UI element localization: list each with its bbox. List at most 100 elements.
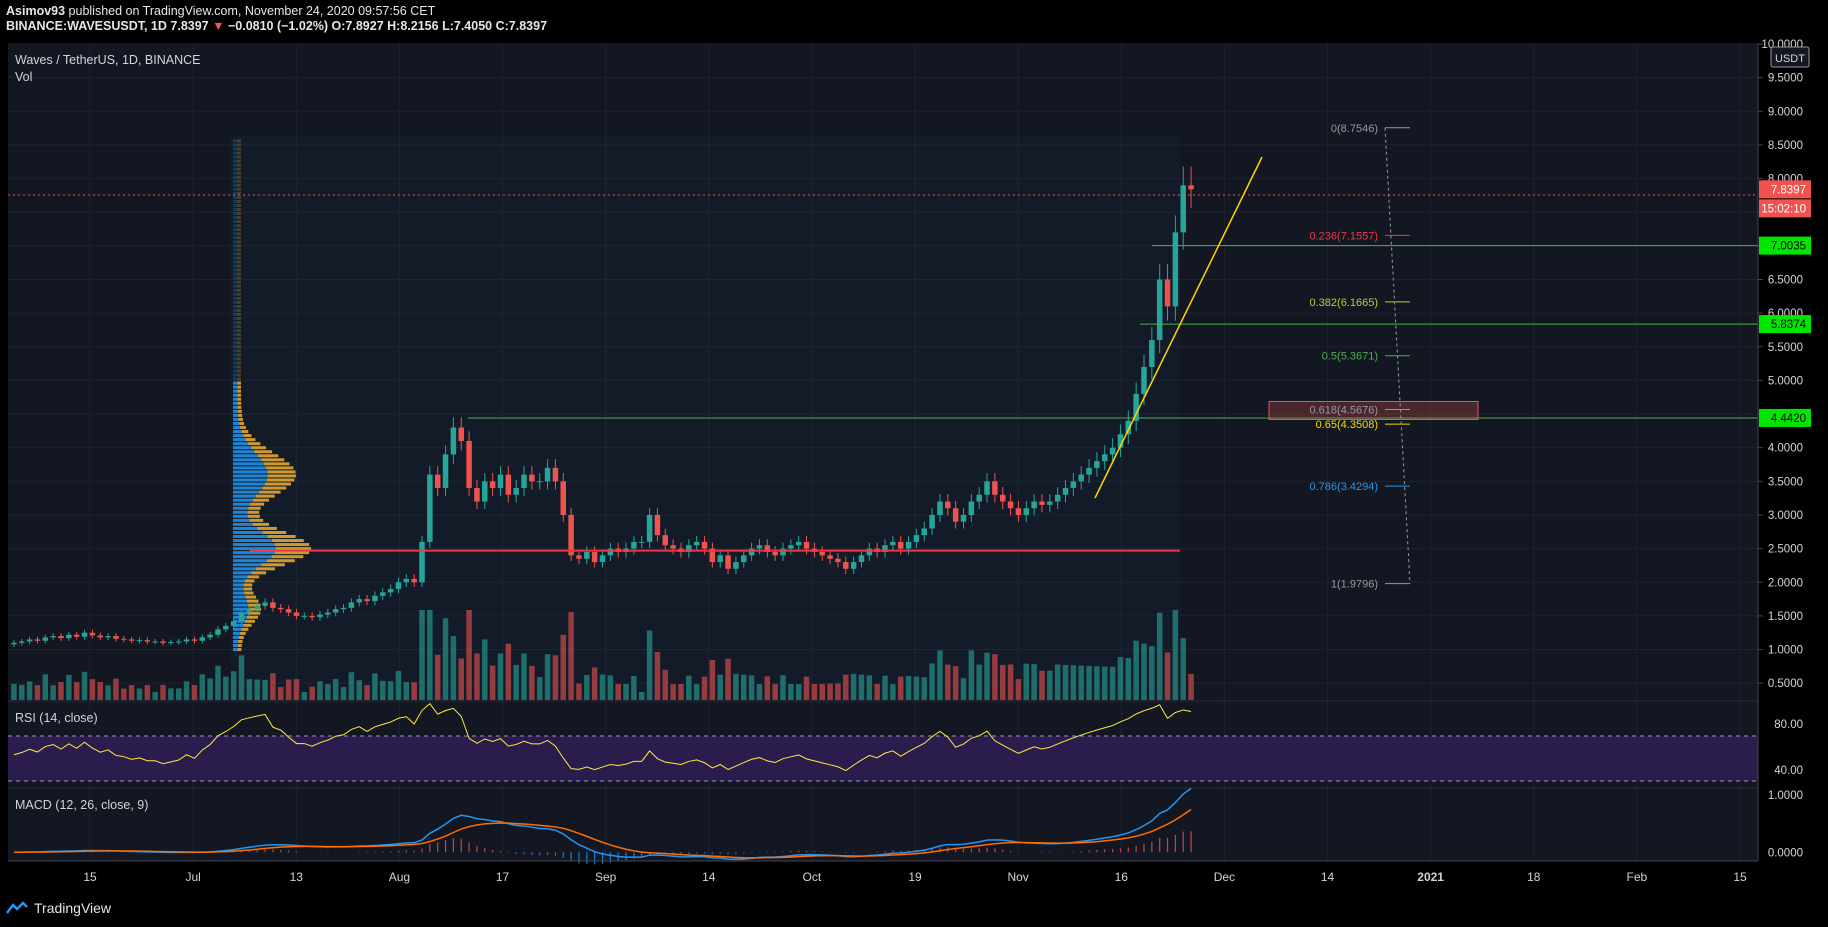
candle-body bbox=[26, 639, 33, 642]
volume-profile-row bbox=[245, 595, 256, 599]
volume-bar bbox=[113, 678, 119, 700]
candlestick-series bbox=[11, 166, 1194, 647]
volume-profile-row bbox=[243, 434, 252, 438]
volume-bar bbox=[843, 674, 849, 700]
volume-bar bbox=[827, 683, 833, 700]
volume-bar bbox=[882, 675, 888, 700]
time-scale[interactable]: 15 Jul 13 Aug 17 Sep 14 Oct 19 Nov 16 Dec 14 2021 18 Fe… bbox=[83, 870, 1747, 884]
volume-profile-row bbox=[267, 470, 296, 474]
macd-hist-bar bbox=[280, 849, 282, 853]
candle-body bbox=[270, 602, 276, 608]
volume-profile-row bbox=[233, 551, 275, 555]
macd-tick-label: 1.0000 bbox=[1768, 790, 1803, 802]
candle-body bbox=[992, 481, 998, 495]
volume-profile-row bbox=[237, 308, 241, 312]
candle-body bbox=[662, 535, 669, 546]
candle-body bbox=[835, 558, 841, 563]
volume-profile-row bbox=[233, 321, 238, 325]
volume-bar bbox=[1078, 665, 1084, 700]
macd-hist-bar bbox=[994, 848, 996, 853]
volume-profile-row bbox=[233, 236, 238, 240]
volume-profile-row bbox=[233, 450, 255, 454]
publish-line: Asimov93 published on TradingView.com, N… bbox=[6, 4, 435, 18]
candle-body bbox=[199, 637, 206, 641]
candle-body bbox=[348, 602, 355, 608]
fibonacci-retracement[interactable]: 0(8.7546) 0.236(7.1557) 0.382(6.1665) 0.5(5… bbox=[1268, 123, 1479, 591]
macd-scale[interactable]: 1.0000 0.0000 bbox=[1768, 790, 1803, 859]
volume-profile-row bbox=[267, 535, 296, 539]
macd-hist-bar bbox=[727, 852, 729, 855]
candle-body bbox=[19, 641, 25, 643]
volume-profile-row bbox=[233, 502, 251, 506]
macd-hist-bar bbox=[798, 850, 800, 853]
candle-body bbox=[301, 615, 308, 617]
candle-body bbox=[387, 588, 394, 593]
candle-body bbox=[81, 632, 88, 637]
horizontal-levels[interactable] bbox=[250, 245, 1758, 552]
volume-profile-row bbox=[237, 357, 242, 361]
volume-profile-row bbox=[233, 591, 245, 595]
rsi-scale[interactable]: 80.00 40.00 bbox=[1774, 719, 1803, 777]
volume-profile-row bbox=[233, 357, 238, 361]
volume-profile-row bbox=[267, 474, 296, 478]
fib-trend-line bbox=[1384, 127, 1411, 584]
macd-hist-bar bbox=[970, 848, 972, 853]
macd-hist-bar bbox=[515, 852, 517, 855]
candle-body bbox=[819, 551, 825, 556]
volume-profile-row bbox=[237, 163, 241, 167]
candle-body bbox=[325, 612, 331, 615]
volume-bar bbox=[1180, 638, 1186, 700]
volume-profile-row bbox=[237, 167, 241, 171]
volume-profile-row bbox=[250, 502, 265, 506]
trendline[interactable] bbox=[1094, 156, 1263, 499]
volume-profile-row bbox=[243, 583, 253, 587]
candle-body bbox=[1078, 474, 1084, 482]
author-name[interactable]: Asimov93 bbox=[6, 4, 66, 18]
volume-profile-row bbox=[233, 514, 248, 518]
volume-profile-row bbox=[261, 563, 285, 567]
volume-profile-row bbox=[233, 159, 238, 163]
volume-bar bbox=[1141, 643, 1147, 700]
volume-profile-row bbox=[237, 187, 241, 191]
volume-profile-row bbox=[237, 341, 241, 345]
volume-bar bbox=[599, 674, 606, 700]
volume-bar bbox=[1102, 666, 1108, 700]
volume-profile-row bbox=[233, 308, 238, 312]
volume-bar bbox=[1023, 663, 1030, 700]
volume-profile-row bbox=[233, 171, 238, 175]
volume-profile-row bbox=[233, 474, 268, 478]
volume-profile-row bbox=[271, 539, 304, 543]
currency-label[interactable]: USDT bbox=[1775, 53, 1805, 65]
low-label: L: bbox=[442, 19, 454, 33]
footer-brand[interactable]: TradingView bbox=[34, 900, 112, 916]
candle-body bbox=[1007, 501, 1014, 509]
candle-body bbox=[725, 555, 731, 569]
volume-bar bbox=[1172, 610, 1179, 700]
candle-body bbox=[701, 541, 708, 549]
volume-profile-row bbox=[237, 405, 242, 409]
volume-profile-row bbox=[233, 333, 238, 337]
volume-profile-row bbox=[233, 224, 238, 228]
candle-body bbox=[599, 555, 606, 563]
price-scale[interactable]: 0.5000 1.0000 1.5000 2.0000 2.5000 3.0000 3.50… bbox=[1758, 39, 1803, 690]
volume-profile-row bbox=[247, 514, 260, 518]
macd-hist-bar bbox=[374, 851, 376, 853]
volume-bar bbox=[175, 688, 182, 700]
volume-bar bbox=[505, 643, 512, 700]
volume-profile-row bbox=[233, 478, 267, 482]
close-value: 7.8397 bbox=[508, 19, 548, 33]
volume-profile-row bbox=[233, 530, 263, 534]
volume-profile-row bbox=[245, 619, 255, 623]
volume-bar bbox=[795, 684, 802, 700]
time-tick-label: 13 bbox=[290, 870, 304, 884]
volume-bar bbox=[607, 675, 614, 700]
chart-canvas[interactable]: 0(8.7546) 0.236(7.1557) 0.382(6.1665) 0.5(5… bbox=[0, 0, 1828, 895]
candle-body bbox=[1015, 508, 1022, 515]
volume-bar bbox=[725, 658, 731, 700]
volume-profile-row bbox=[233, 522, 253, 526]
volume-profile-row bbox=[233, 421, 240, 425]
macd-hist-bar bbox=[452, 838, 454, 853]
candle-body bbox=[427, 474, 433, 542]
currency-badge[interactable] bbox=[1770, 46, 1810, 68]
candle-body bbox=[474, 488, 480, 502]
